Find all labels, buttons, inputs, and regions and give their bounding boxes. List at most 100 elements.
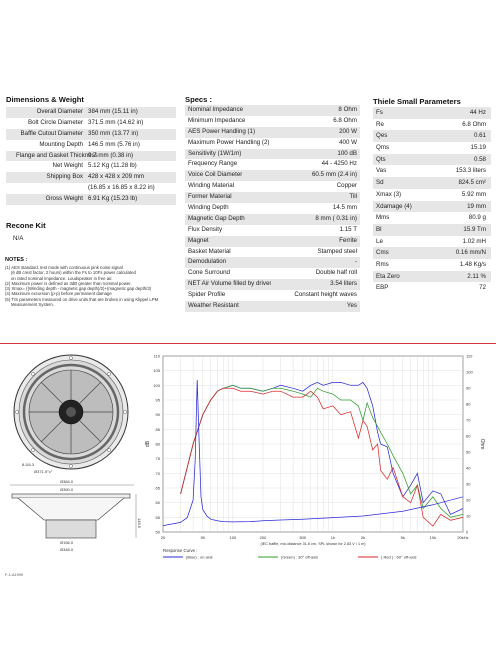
thiele-row: Rms 1.48 Kg/s	[373, 259, 491, 271]
thiele-label: Qts	[376, 155, 386, 163]
legend-entry: (Blue) : on axis	[186, 555, 213, 560]
thiele-value: 0.61	[473, 132, 486, 140]
spec-value: 8 mm ( 0.31 in)	[315, 214, 357, 222]
legend-entry: ( Red ) : 60° off-axis	[381, 555, 417, 560]
spec-value: 1.15 T	[339, 225, 357, 233]
thiele-label: Vas	[376, 167, 387, 175]
thiele-label: Xmax (3)	[376, 190, 402, 198]
thiele-label: Sd	[376, 179, 384, 187]
spec-row: Flux Density 1.15 T	[185, 225, 360, 236]
spec-value: 8 Ohm	[338, 106, 357, 113]
dimensions-value: 9.7 mm (0.38 in)	[88, 151, 134, 159]
spec-row: Cone Surround Double half roll	[185, 268, 360, 279]
y-tick-label: 70	[156, 471, 161, 476]
dust-cap-highlight	[66, 407, 76, 417]
dimensions-row: Bolt Circle Diameter 371.5 mm (14.62 in)	[6, 118, 176, 129]
thiele-row: Re 6.8 Ohm	[373, 119, 491, 131]
response-curve-1	[180, 384, 464, 518]
note-line: (3) Xmax= ((Winding depth - magnetic gap…	[5, 286, 152, 292]
thiele-row: Qes 0.61	[373, 130, 491, 143]
dimensions-title: Dimensions & Weight	[6, 95, 84, 104]
thiele-row: Vas 153.3 liters	[373, 165, 491, 177]
spec-value: 14.5 mm	[332, 204, 357, 212]
y2-tick-label: 50	[466, 450, 471, 455]
thiele-row: Eta Zero 2.11 %	[373, 270, 491, 283]
y2-tick-label: 20	[466, 498, 471, 503]
spec-row: Winding Depth 14.5 mm	[185, 203, 360, 214]
y-tick-label: 75	[156, 456, 161, 461]
dimensions-label: Flange and Gasket Thickness	[16, 151, 98, 159]
dimensions-row: Overall Diameter 384 mm (15.11 in)	[6, 107, 176, 118]
y-tick-label: 105	[153, 368, 160, 373]
x-tick-label: 10k	[430, 535, 436, 540]
spec-row: Former Material Till	[185, 192, 360, 204]
notes-section: NOTES : (1) AES standard, test mode with…	[5, 257, 180, 307]
spec-value: Copper	[336, 182, 357, 190]
y-tick-label: 80	[156, 442, 161, 447]
legend-title: Response Curve :	[163, 548, 197, 553]
spec-label: Basket Material	[188, 247, 231, 255]
thiele-row: Mms 80.9 g	[373, 212, 491, 224]
thiele-label: Re	[376, 120, 384, 128]
spec-label: Spider Profile	[188, 291, 226, 299]
spec-label: Winding Material	[188, 182, 235, 190]
thiele-row: Cms 0.16 mm/N	[373, 247, 491, 259]
dimensions-label: Baffle Cutout Diameter	[20, 129, 83, 137]
thiele-row: EBP 72	[373, 282, 491, 294]
dimensions-label: Mounting Depth	[39, 140, 83, 148]
spec-label: Magnetic Gap Depth	[188, 214, 245, 222]
thiele-label: EBP	[376, 284, 389, 292]
thiele-value: 2.11 %	[467, 272, 486, 280]
dimensions-value: 6.91 Kg (15.23 lb)	[88, 195, 138, 203]
x-tick-label: 50	[201, 535, 206, 540]
dimensions-label: Shipping Box	[46, 173, 83, 181]
x-tick-label: 20kHz	[457, 535, 468, 540]
spec-value: 400 W	[339, 138, 357, 146]
notes-list: (1) AES standard, test mode with continu…	[5, 265, 180, 307]
thiele-value: 1.02 mH	[462, 237, 486, 245]
frequency-response-chart: 50 55 60 65 70 75 80 85 90 95 100 105 110 0 10 20 30 40 50…	[145, 354, 485, 560]
spec-value: 3.54 liters	[330, 280, 357, 288]
y-tick-label: 90	[156, 412, 161, 417]
magnet-dim-label: Ø156.0	[60, 540, 74, 545]
spec-row: Basket Material Stamped steel	[185, 247, 360, 258]
drawing-footer: F-1-A1999	[5, 573, 23, 577]
speaker-surround	[22, 363, 120, 461]
dimensions-value: 384 mm (15.11 in)	[88, 108, 138, 115]
spec-value: Till	[349, 193, 357, 201]
note-line: on rated nominal impedance. Loudspeaker …	[5, 275, 113, 281]
dimensions-label: Net Weight	[52, 162, 84, 170]
thiele-label: Qes	[376, 132, 388, 140]
spec-value: -	[354, 258, 357, 266]
thiele-value: 19 mm	[467, 202, 486, 210]
thiele-label: Qms	[376, 144, 390, 152]
dimensions-value: 371.5 mm (14.62 in)	[88, 118, 144, 126]
y2-tick-label: 110	[466, 354, 473, 359]
spec-label: Former Material	[188, 193, 232, 201]
bolt-label: 8-Ù6.3	[22, 462, 35, 467]
spec-row: Magnetic Gap Depth 8 mm ( 0.31 in)	[185, 213, 360, 225]
spec-label: Minimum Impedance	[188, 116, 246, 124]
x-tick-label: 20	[161, 535, 166, 540]
thiele-row: Xmax (3) 5.92 mm	[373, 189, 491, 201]
thiele-value: 1.48 Kg/s	[459, 260, 486, 268]
y-tick-label: 50	[156, 530, 161, 535]
side-basket	[17, 497, 125, 521]
thiele-value: 0.58	[473, 155, 486, 163]
specs-section: Specs : Nominal Impedance 8 Ohm Minimum Im…	[185, 95, 360, 312]
spec-row: Maximum Power Handling (2) 400 W	[185, 138, 360, 149]
spec-row: Winding Material Copper	[185, 181, 360, 192]
bolt-holes	[15, 356, 127, 468]
legend-entry: (Green) : 30° off-axis	[281, 555, 318, 560]
y2-tick-label: 30	[466, 482, 471, 487]
note-line: (2) Maximum power is defined as 3dB grea…	[5, 280, 132, 286]
dimensions-value: 428 x 428 x 209 mm	[88, 173, 145, 181]
thiele-label: Le	[376, 237, 383, 245]
note-line: (4) Maximum excursion (p-p) before perma…	[5, 291, 112, 297]
thiele-label: Bl	[376, 225, 382, 233]
dimensions-value: 350 mm (13.77 in)	[88, 129, 139, 137]
thiele-value: 72	[479, 284, 486, 292]
spec-label: Cone Surround	[188, 269, 230, 277]
spec-value: Stamped steel	[317, 247, 357, 255]
x-tick-label: 5k	[401, 535, 405, 540]
